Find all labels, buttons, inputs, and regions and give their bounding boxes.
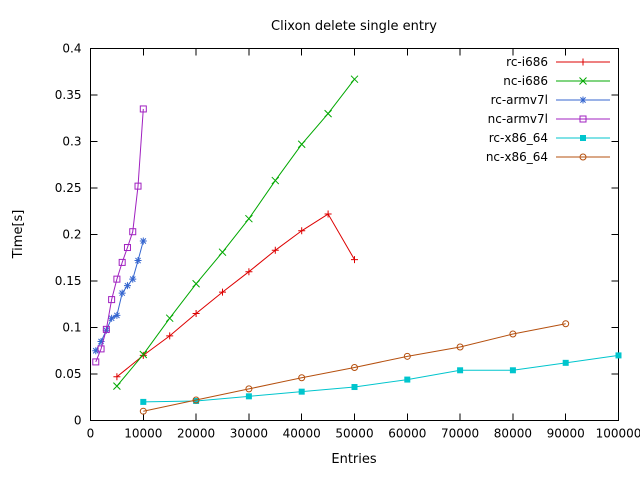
- x-tick-label: 90000: [547, 427, 585, 441]
- y-axis-label: Time[s]: [11, 210, 26, 260]
- series-line: [116, 78, 355, 387]
- series-line: [116, 213, 355, 378]
- y-tick-label: 0.3: [62, 135, 81, 149]
- series-rc-x86_64: [140, 352, 622, 405]
- y-tick-label: 0.2: [62, 228, 81, 242]
- legend-item-nc-i686: nc-i686: [503, 74, 610, 88]
- series-nc-x86_64: [139, 320, 570, 415]
- series-line: [95, 240, 144, 351]
- x-tick-label: 20000: [177, 427, 215, 441]
- x-axis-label: Entries: [331, 452, 377, 467]
- y-tick-label: 0.1: [62, 321, 81, 335]
- legend-item-rc-x86_64: rc-x86_64: [489, 131, 610, 145]
- y-tick-labels: 0 0.05 0.1 0.15 0.2 0.25 0.3 0.35 0.4: [55, 42, 82, 428]
- x-tick-label: 0: [87, 427, 95, 441]
- series-nc-i686: [113, 75, 359, 390]
- x-tick-label: 70000: [441, 427, 479, 441]
- series-nc-armv7l: [92, 105, 147, 366]
- legend: rc-i686 nc-i686 rc-armv7l nc-armv7l rc-x86_6…: [486, 55, 610, 164]
- series-rc-armv7l: [92, 237, 147, 355]
- legend-label: rc-armv7l: [491, 93, 548, 107]
- legend-item-nc-armv7l: nc-armv7l: [488, 112, 610, 126]
- x-tick-label: 30000: [230, 427, 268, 441]
- legend-item-rc-armv7l: rc-armv7l: [491, 93, 610, 107]
- legend-label: rc-x86_64: [489, 131, 548, 145]
- x-tick-label: 60000: [388, 427, 426, 441]
- x-tick-label: 50000: [335, 427, 373, 441]
- plot-area: 0 10000 20000 30000 40000 50000 60000 70000 8000…: [55, 42, 640, 441]
- legend-label: rc-i686: [506, 55, 548, 69]
- legend-label: nc-x86_64: [486, 150, 548, 164]
- series-line: [143, 354, 619, 403]
- y-tick-label: 0.35: [55, 88, 82, 102]
- y-tick-label: 0.4: [62, 42, 81, 56]
- x-tick-label: 80000: [494, 427, 532, 441]
- chart-title: Clixon delete single entry: [271, 19, 437, 34]
- axes: [90, 48, 619, 421]
- series-line: [95, 108, 144, 363]
- x-tick-label: 100000: [596, 427, 640, 441]
- legend-item-nc-x86_64: nc-x86_64: [486, 150, 610, 164]
- legend-item-rc-i686: rc-i686: [506, 55, 610, 69]
- x-tick-label: 10000: [124, 427, 162, 441]
- series-rc-i686: [113, 210, 358, 381]
- y-tick-label: 0.25: [55, 181, 82, 195]
- y-tick-label: 0.15: [55, 274, 82, 288]
- legend-label: nc-i686: [503, 74, 548, 88]
- y-tick-label: 0: [74, 414, 82, 428]
- x-tick-label: 40000: [283, 427, 321, 441]
- legend-label: nc-armv7l: [488, 112, 548, 126]
- x-tick-labels: 0 10000 20000 30000 40000 50000 60000 70000 8000…: [87, 427, 640, 441]
- series-line: [143, 323, 566, 412]
- y-tick-label: 0.05: [55, 367, 82, 381]
